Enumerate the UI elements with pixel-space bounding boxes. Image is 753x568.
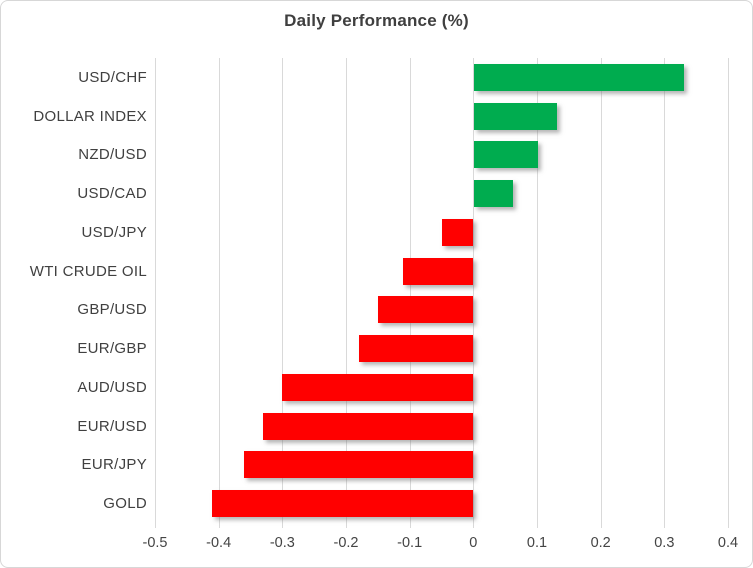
category-label-wti-crude-oil: WTI CRUDE OIL	[29, 262, 147, 280]
bar-gbp-usd	[377, 296, 474, 324]
gridline	[664, 58, 666, 528]
bar-usd-cad	[474, 180, 513, 208]
category-label-usd-cad: USD/CAD	[77, 185, 147, 203]
x-tick-label: 0.3	[654, 535, 675, 551]
plot-area	[155, 58, 729, 528]
gridline	[218, 58, 220, 528]
x-tick-label: 0.1	[526, 535, 548, 551]
gridline	[409, 58, 411, 528]
bar-eur-jpy	[244, 451, 474, 479]
bar-aud-usd	[282, 373, 474, 401]
bar-usd-jpy	[441, 218, 474, 246]
gridline	[282, 58, 284, 528]
bar-usd-chf	[474, 63, 685, 91]
x-tick-label: 0.2	[590, 535, 611, 551]
x-tick-label: -0.5	[142, 535, 168, 551]
x-tick-label: 0	[469, 535, 478, 551]
gridline	[600, 58, 602, 528]
gridline	[346, 58, 347, 528]
x-tick-label: -0.2	[333, 535, 359, 551]
gridline	[537, 58, 538, 528]
category-label-nzd-usd: NZD/USD	[78, 146, 147, 164]
bar-eur-gbp	[358, 335, 474, 363]
bar-gold	[212, 490, 474, 518]
x-tick-label: -0.1	[397, 535, 423, 551]
bar-wti-crude-oil	[403, 257, 474, 285]
gridline	[728, 58, 729, 528]
x-tick-label: -0.3	[269, 535, 295, 551]
category-label-eur-jpy: EUR/JPY	[81, 456, 147, 474]
x-tick-label: 0.4	[717, 535, 739, 551]
gridline	[155, 58, 156, 528]
category-label-aud-usd: AUD/USD	[77, 378, 147, 396]
category-label-eur-usd: EUR/USD	[77, 417, 147, 435]
category-label-eur-gbp: EUR/GBP	[77, 340, 147, 358]
bar-eur-usd	[263, 412, 474, 440]
x-tick-label: -0.4	[206, 535, 232, 551]
category-label-gold: GOLD	[103, 495, 147, 513]
chart-title: Daily Performance (%)	[284, 11, 469, 30]
category-label-usd-chf: USD/CHF	[78, 68, 147, 86]
category-label-dollar-index: DOLLAR INDEX	[33, 107, 147, 125]
bar-dollar-index	[474, 102, 558, 130]
bar-nzd-usd	[474, 141, 538, 169]
zero-axis-line	[473, 58, 475, 528]
category-label-usd-jpy: USD/JPY	[81, 223, 147, 241]
category-label-gbp-usd: GBP/USD	[77, 301, 147, 319]
